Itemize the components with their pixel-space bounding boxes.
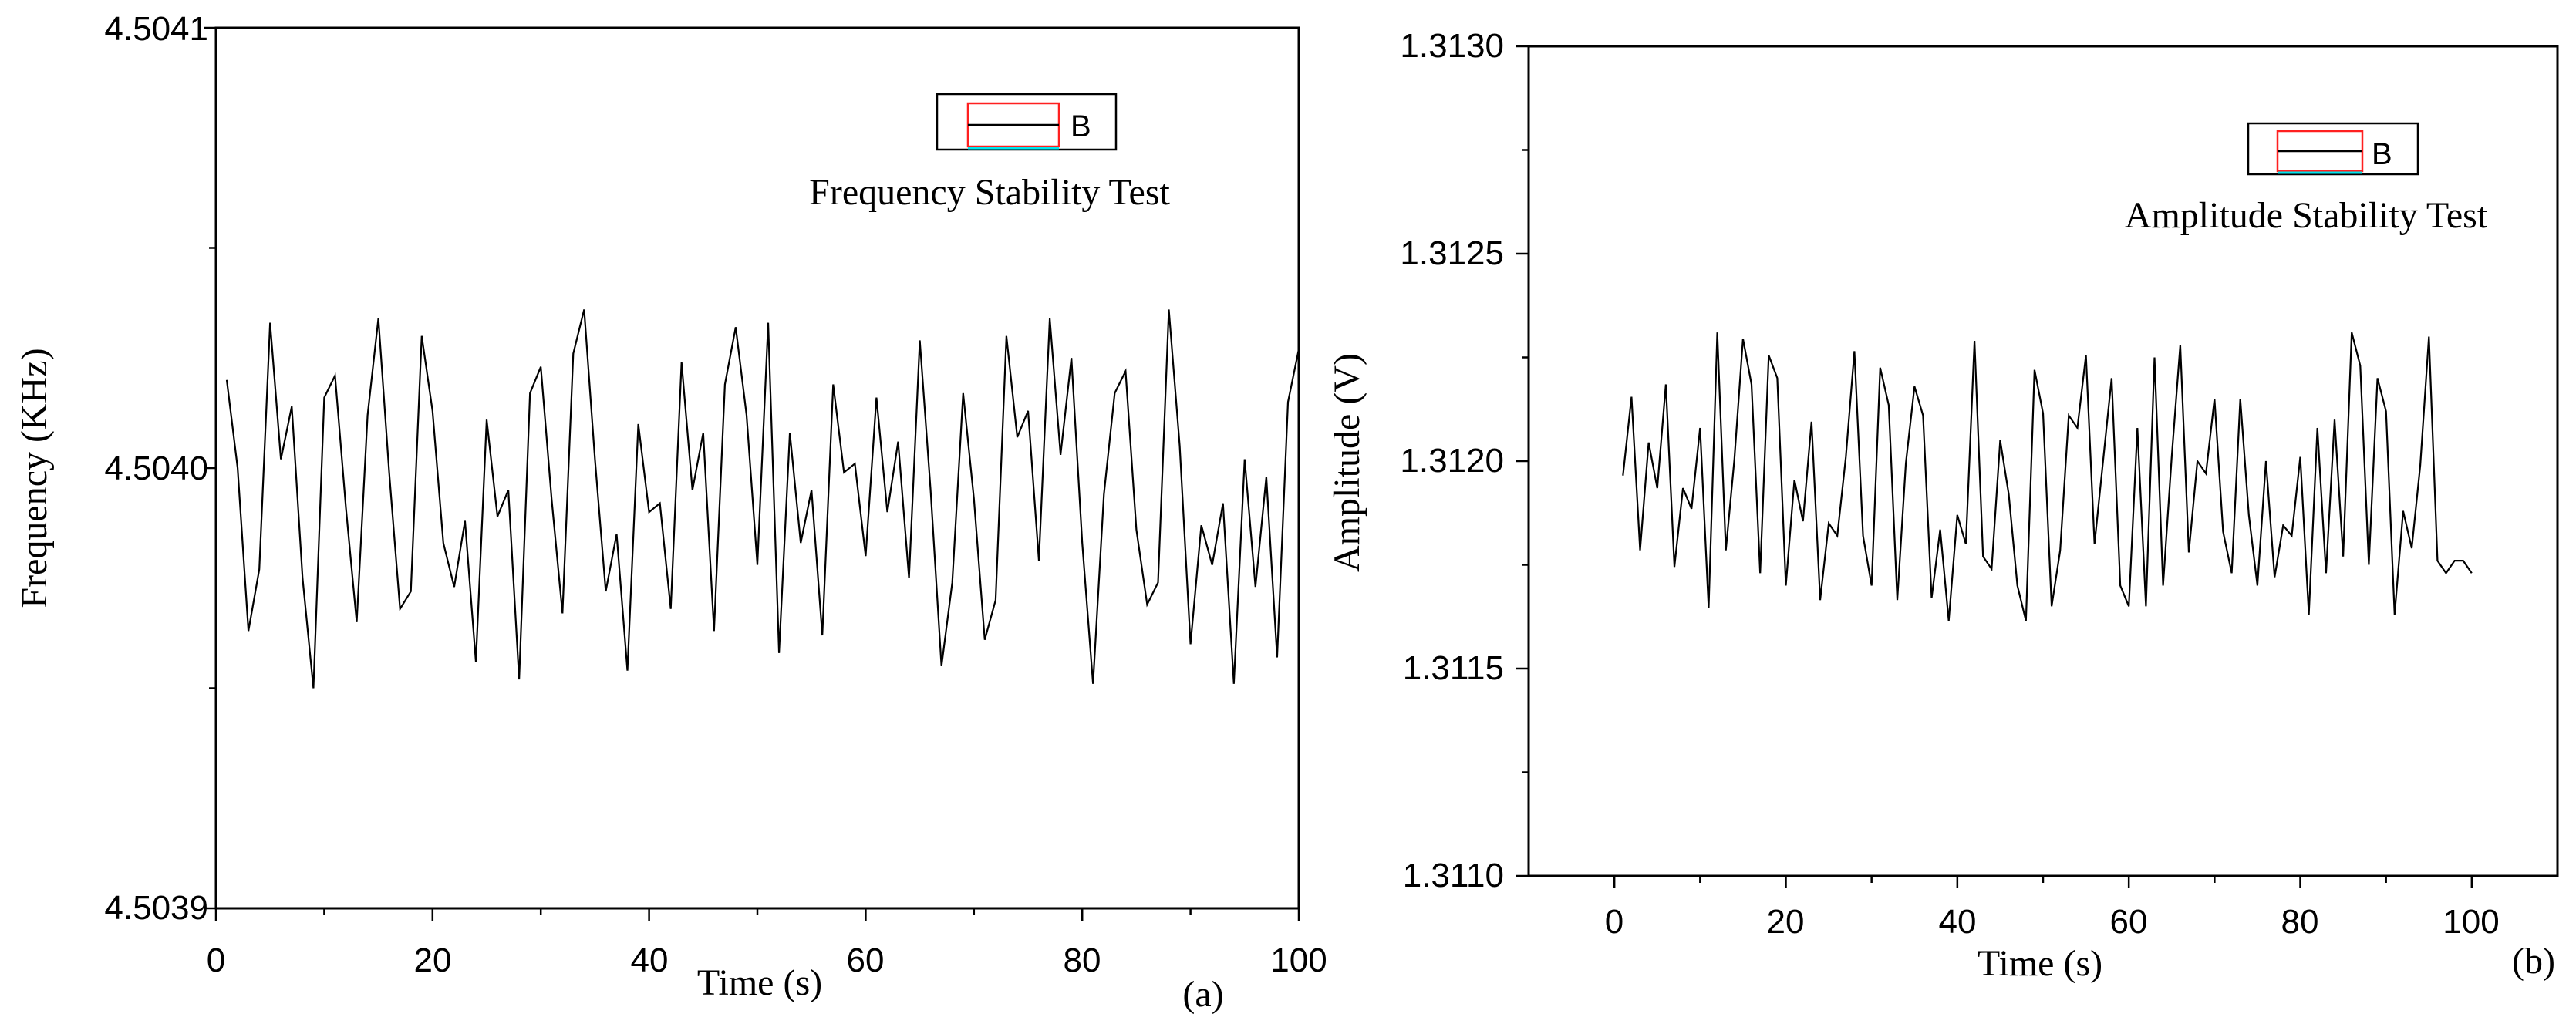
chart-b-ytick-label: 1.3115 — [1403, 649, 1504, 687]
chart-a-xtick-label: 40 — [631, 941, 669, 979]
chart-b-series-b-line — [1622, 332, 2473, 621]
chart-a-panel-label: (a) — [1182, 974, 1223, 1015]
chart-b-legend-box — [2247, 122, 2419, 176]
chart-a-x-axis-title: Time (s) — [697, 962, 822, 1003]
chart-a-legend-box — [936, 93, 1118, 151]
chart-a-legend-label: B — [1071, 109, 1091, 143]
chart-b-title: Amplitude Stability Test — [2125, 195, 2488, 236]
chart-b-panel-label: (b) — [2512, 941, 2555, 982]
chart-a-xtick-label: 100 — [1270, 941, 1327, 979]
chart-a-ytick-label: 4.5041 — [104, 10, 208, 48]
chart-b-ticks — [1516, 45, 2473, 888]
chart-a-ticks — [204, 26, 1300, 921]
chart-b-y-axis-title: Amplitude (V) — [1327, 353, 1367, 572]
chart-a-title: Frequency Stability Test — [809, 172, 1170, 213]
chart-b-ytick-label: 1.3120 — [1400, 442, 1504, 480]
chart-b-xtick-label: 0 — [1605, 903, 1623, 941]
chart-a-xtick-label: 60 — [847, 941, 885, 979]
chart-a-ytick-label: 4.5040 — [104, 450, 208, 487]
chart-b-ytick-label: 1.3110 — [1403, 857, 1504, 894]
chart-b-xtick-label: 80 — [2281, 903, 2319, 941]
chart-b-legend-label: B — [2372, 137, 2392, 171]
chart-b-xtick-label: 20 — [1767, 903, 1805, 941]
chart-a-legend: B — [936, 93, 1118, 151]
chart-b-legend: B — [2247, 122, 2419, 176]
chart-a-ytick-label: 4.5039 — [104, 889, 208, 927]
chart-a-xtick-label: 20 — [414, 941, 452, 979]
chart-a: 4.5039 4.5040 4.5041 0 20 40 60 80 100 T… — [14, 10, 1327, 1015]
chart-b-xtick-label: 60 — [2110, 903, 2148, 941]
chart-a-y-axis-title: Frequency (KHz) — [14, 348, 55, 608]
chart-b-xtick-label: 40 — [1939, 903, 1977, 941]
chart-a-series-b-line — [225, 309, 1300, 689]
chart-b-xtick-label: 100 — [2443, 903, 2499, 941]
chart-a-xtick-label: 0 — [207, 941, 225, 979]
chart-a-xtick-label: 80 — [1064, 941, 1101, 979]
chart-b-ytick-label: 1.3125 — [1400, 234, 1504, 272]
chart-b-ytick-label: 1.3130 — [1400, 27, 1504, 65]
chart-b-x-axis-title: Time (s) — [1978, 943, 2102, 984]
chart-b: 1.3110 1.3115 1.3120 1.3125 1.3130 0 20 … — [1327, 27, 2559, 984]
